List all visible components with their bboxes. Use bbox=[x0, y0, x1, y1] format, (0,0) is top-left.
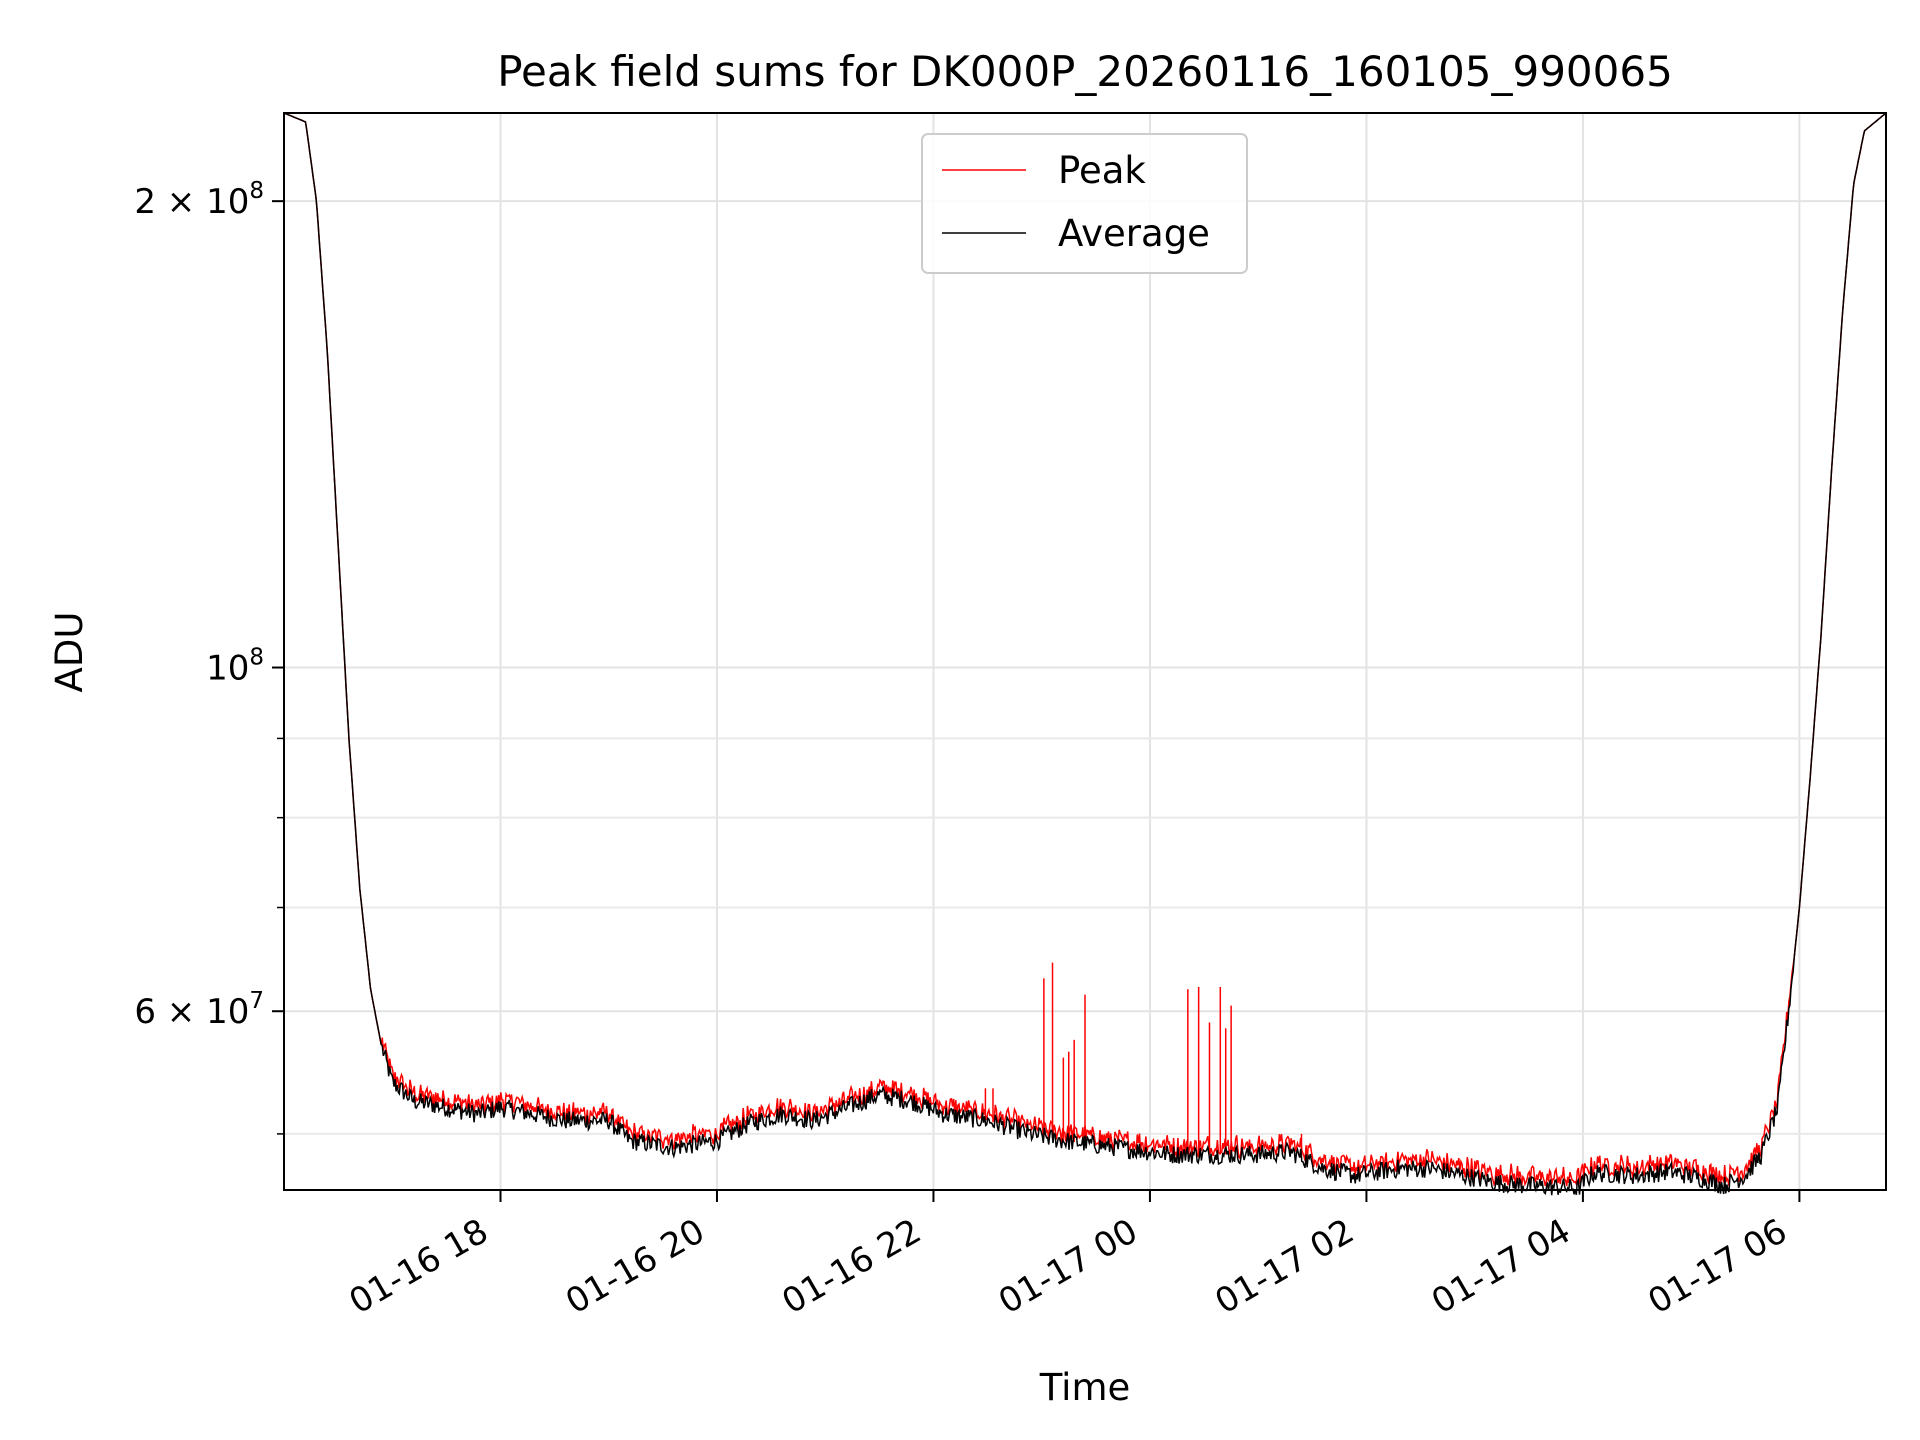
legend-peak-label: Peak bbox=[1058, 149, 1146, 192]
average-series-line bbox=[283, 112, 1887, 1196]
legend: Peak Average bbox=[921, 133, 1248, 274]
chart-title: Peak field sums for DK000P_20260116_1601… bbox=[497, 47, 1673, 96]
y-axis-label: ADU bbox=[48, 612, 91, 693]
plot-frame bbox=[283, 112, 1887, 1191]
y-tick-label: 6 × 107 bbox=[134, 988, 264, 1032]
series-lines bbox=[283, 112, 1887, 1196]
y-tick-label: 108 bbox=[206, 645, 264, 689]
legend-box bbox=[921, 133, 1248, 274]
y-axis: 2 × 108 108 6 × 107 bbox=[134, 178, 284, 1135]
legend-average-label: Average bbox=[1058, 212, 1210, 255]
x-axis-label: Time bbox=[1039, 1366, 1131, 1409]
y-tick-label: 2 × 108 bbox=[134, 178, 264, 222]
